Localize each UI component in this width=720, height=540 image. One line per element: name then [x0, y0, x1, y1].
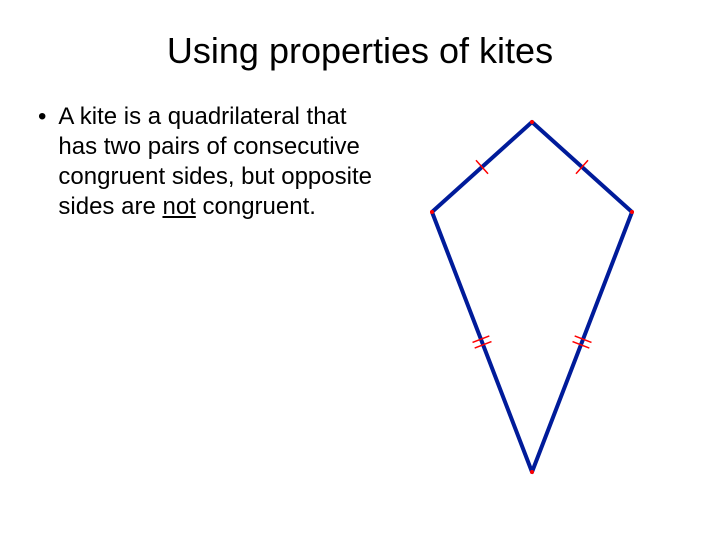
vertex-dot: [530, 120, 534, 124]
vertex-dot: [630, 210, 634, 214]
text-column: • A kite is a quadrilateral that has two…: [30, 102, 373, 222]
kite-polygon: [432, 122, 632, 472]
kite-diagram: [382, 102, 682, 502]
bullet-item: • A kite is a quadrilateral that has two…: [36, 102, 373, 222]
bullet-marker: •: [38, 102, 46, 132]
slide: Using properties of kites • A kite is a …: [0, 0, 720, 540]
bullet-text-post: congruent.: [196, 193, 316, 220]
slide-title: Using properties of kites: [30, 30, 690, 72]
content-row: • A kite is a quadrilateral that has two…: [30, 102, 690, 502]
bullet-text: A kite is a quadrilateral that has two p…: [58, 102, 373, 222]
vertex-dot: [430, 210, 434, 214]
bullet-text-underlined: not: [162, 193, 195, 220]
vertex-dot: [530, 470, 534, 474]
figure-column: [373, 102, 690, 502]
